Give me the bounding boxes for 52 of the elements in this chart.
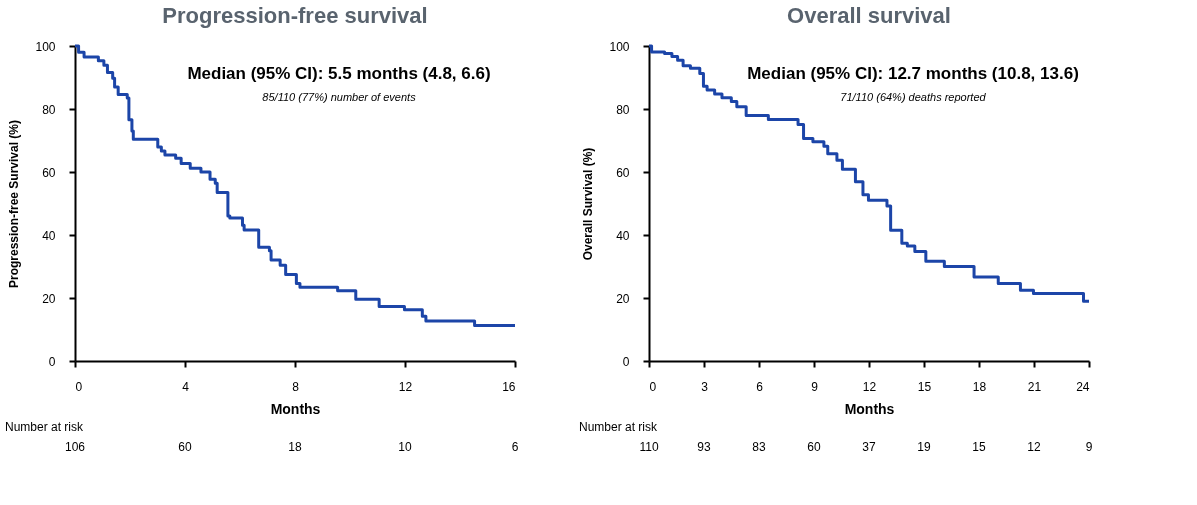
text: 15 xyxy=(972,440,986,454)
text: 10 xyxy=(398,440,412,454)
x-tick-label: 18 xyxy=(972,379,987,394)
y-tick-label: 0 xyxy=(48,354,56,369)
annotation: Median (95% CI): 5.5 months (4.8, 6.6) xyxy=(187,64,491,83)
x-tick-label: 16 xyxy=(502,379,516,394)
text: 60 xyxy=(807,440,821,454)
y-axis-title: Overall Survival (%) xyxy=(581,147,596,261)
x-tick-label: 9 xyxy=(811,379,819,394)
text: Number at risk xyxy=(579,420,659,434)
y-tick-label: 0 xyxy=(622,354,630,369)
text: 6 xyxy=(511,440,519,454)
x-tick-label: 3 xyxy=(701,379,709,394)
y-tick-label: 40 xyxy=(42,228,56,243)
x-tick-label: 21 xyxy=(1027,379,1042,394)
text: 37 xyxy=(862,440,876,454)
x-axis-title: Months xyxy=(270,400,321,417)
text: 106 xyxy=(64,440,86,454)
y-tick-label: 100 xyxy=(35,39,56,54)
x-tick-label: 6 xyxy=(756,379,764,394)
y-tick-label: 100 xyxy=(609,39,630,54)
x-tick-label: 15 xyxy=(917,379,932,394)
text: 18 xyxy=(288,440,302,454)
text: 9 xyxy=(1085,440,1093,454)
y-tick-label: 60 xyxy=(616,165,630,180)
x-axis-title: Months xyxy=(844,400,895,417)
text: Number at risk xyxy=(5,420,85,434)
y-axis-title: Progression-free Survival (%) xyxy=(7,119,22,289)
x-tick-label: 8 xyxy=(292,379,300,394)
chart-title: Progression-free survival xyxy=(162,3,428,28)
chart-title: Overall survival xyxy=(787,3,951,28)
text: 83 xyxy=(752,440,766,454)
text: 60 xyxy=(178,440,192,454)
text: 19 xyxy=(917,440,931,454)
y-tick-label: 20 xyxy=(42,291,56,306)
y-tick-label: 80 xyxy=(616,102,630,117)
x-tick-label: 4 xyxy=(182,379,190,394)
text: 12 xyxy=(1027,440,1041,454)
text: 93 xyxy=(697,440,711,454)
y-tick-label: 40 xyxy=(616,228,630,243)
y-tick-label: 60 xyxy=(42,165,56,180)
annotation: 85/110 (77%) number of events xyxy=(262,91,417,103)
x-tick-label: 0 xyxy=(75,379,83,394)
y-tick-label: 20 xyxy=(616,291,630,306)
x-tick-label: 12 xyxy=(398,379,413,394)
text: 110 xyxy=(639,440,659,454)
annotation: Median (95% CI): 12.7 months (10.8, 13.6) xyxy=(747,64,1079,83)
x-tick-label: 0 xyxy=(649,379,657,394)
x-tick-label: 12 xyxy=(862,379,877,394)
annotation: 71/110 (64%) deaths reported xyxy=(840,91,987,103)
y-tick-label: 80 xyxy=(42,102,56,117)
x-tick-label: 24 xyxy=(1076,379,1090,394)
